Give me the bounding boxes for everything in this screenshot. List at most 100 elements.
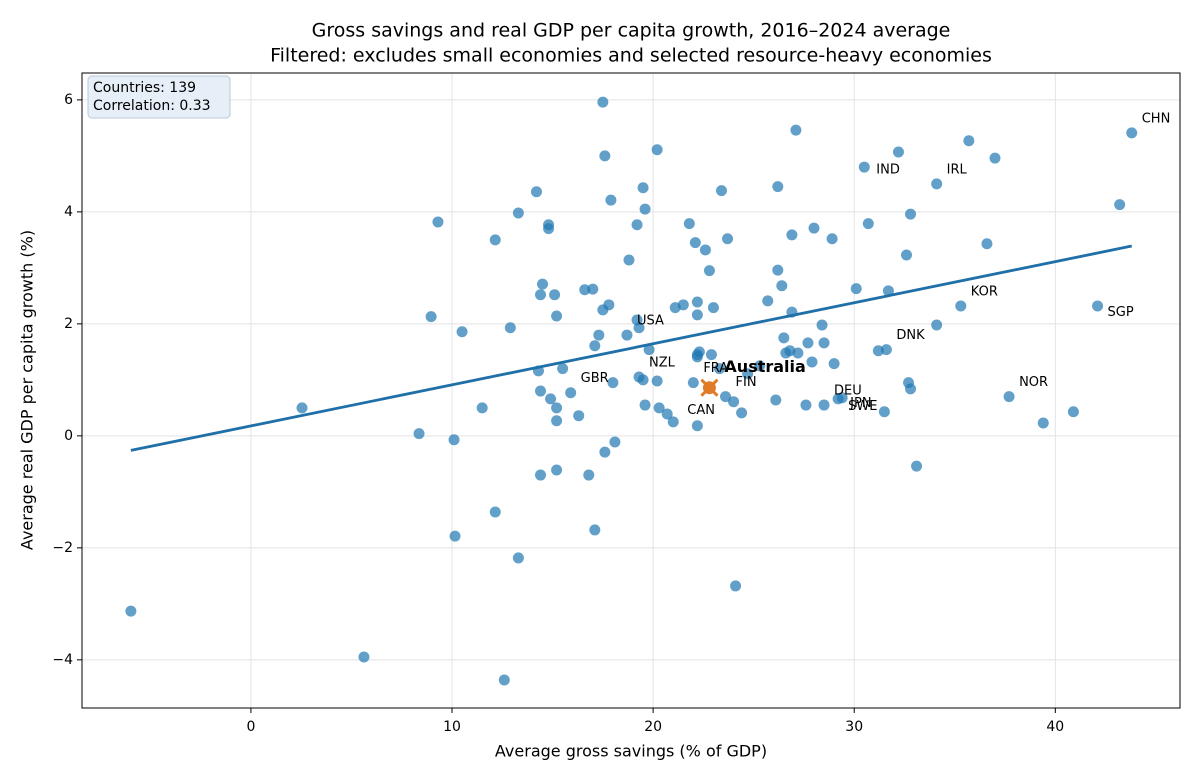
point-annotation: SGP: [1108, 305, 1134, 320]
point: [551, 464, 563, 476]
point: [530, 186, 542, 198]
point: [589, 524, 601, 536]
point: [599, 150, 611, 162]
point-annotation: DEU: [834, 384, 862, 399]
point: [878, 406, 890, 418]
point: [512, 207, 524, 219]
point: [551, 402, 563, 414]
point: [543, 223, 555, 235]
point-annotation: IND: [876, 162, 900, 177]
point-annotation: NZL: [649, 356, 676, 371]
point: [358, 651, 370, 663]
stats-text: Countries: 139: [93, 80, 196, 96]
y-tick-label: 6: [64, 92, 73, 108]
point: [858, 161, 870, 173]
point: [703, 265, 715, 277]
point: [790, 124, 802, 136]
point: [565, 387, 577, 399]
point: [489, 234, 501, 246]
point: [609, 436, 621, 448]
x-tick-label: 0: [246, 719, 255, 735]
point-annotation: USA: [637, 314, 664, 329]
point: [583, 469, 595, 481]
point: [691, 309, 703, 321]
point: [489, 506, 501, 518]
point: [901, 249, 913, 261]
point: [808, 222, 820, 234]
highlight-cross: [700, 378, 719, 397]
point: [432, 216, 444, 228]
point: [818, 337, 830, 349]
plot-frame: [81, 72, 1181, 709]
point-annotation: FRA: [703, 361, 728, 376]
point: [498, 674, 510, 686]
highlight-label: Australia: [724, 357, 805, 376]
point: [639, 399, 651, 411]
point-annotation: CAN: [687, 403, 715, 418]
point: [762, 295, 774, 307]
point: [456, 326, 468, 338]
point-annotation: CHN: [1142, 111, 1171, 126]
point: [882, 285, 894, 297]
point: [1092, 300, 1104, 312]
point: [545, 393, 557, 405]
point: [1114, 199, 1126, 211]
point: [653, 402, 665, 414]
point: [778, 332, 790, 344]
point: [772, 264, 784, 276]
point: [639, 203, 651, 215]
point: [667, 416, 679, 428]
point: [880, 344, 892, 356]
point-annotation: IRL: [947, 162, 968, 177]
y-tick-label: −4: [52, 652, 73, 668]
point: [677, 299, 689, 311]
x-tick-label: 30: [845, 719, 863, 735]
point: [589, 340, 601, 352]
point: [736, 407, 748, 419]
point-annotation: NOR: [1019, 375, 1048, 390]
point: [691, 296, 703, 308]
point: [850, 283, 862, 295]
point: [125, 605, 137, 617]
y-tick-label: −2: [52, 540, 73, 556]
point: [772, 181, 784, 193]
point: [643, 344, 655, 356]
point: [413, 428, 425, 440]
point: [683, 218, 695, 230]
point: [713, 363, 725, 375]
point: [504, 322, 516, 334]
point-annotation: DNK: [896, 328, 925, 343]
point: [557, 363, 569, 375]
point: [597, 96, 609, 108]
point: [633, 322, 645, 334]
point: [818, 399, 830, 411]
point: [892, 146, 904, 158]
point: [828, 358, 840, 370]
point: [1126, 127, 1138, 139]
point-annotation: GBR: [581, 371, 609, 386]
point: [872, 345, 884, 357]
point: [806, 356, 818, 368]
point: [691, 420, 703, 432]
x-axis-label: Average gross savings (% of GDP): [495, 742, 767, 761]
point: [549, 289, 561, 301]
point: [551, 415, 563, 427]
point: [905, 383, 917, 395]
point: [989, 152, 1001, 164]
point: [981, 238, 993, 250]
x-tick-label: 20: [644, 719, 662, 735]
point: [720, 391, 732, 403]
point: [693, 346, 705, 358]
point: [573, 410, 585, 422]
point: [754, 360, 766, 372]
y-tick-label: 0: [64, 428, 73, 444]
point: [715, 185, 727, 197]
point: [512, 552, 524, 564]
point: [728, 396, 740, 408]
point: [862, 218, 874, 230]
point: [776, 280, 788, 292]
chart-title: Gross savings and real GDP per capita gr…: [312, 20, 951, 42]
point: [742, 368, 754, 380]
point: [651, 375, 663, 387]
point: [705, 349, 717, 361]
